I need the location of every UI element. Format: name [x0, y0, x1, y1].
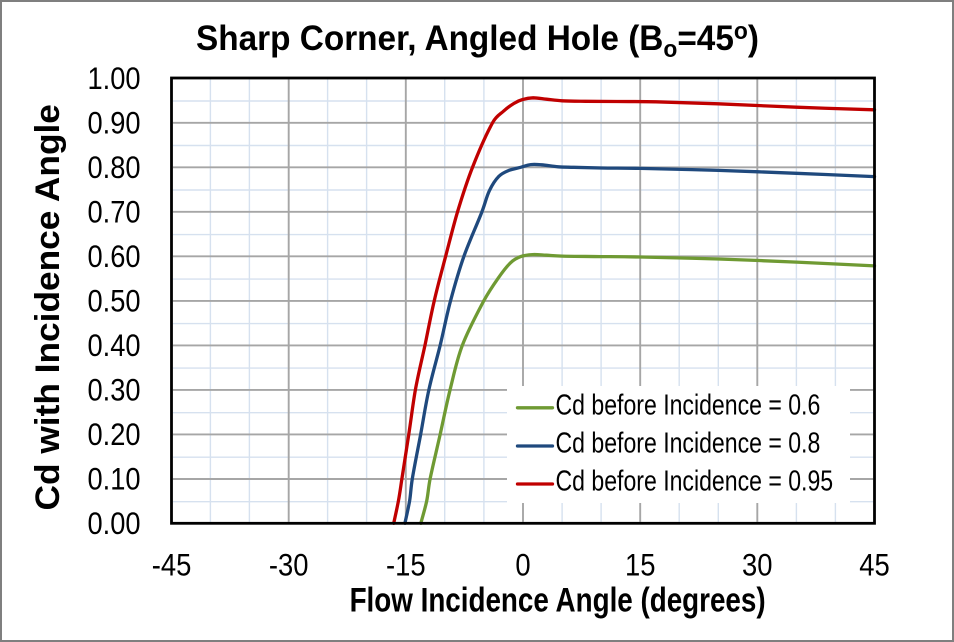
svg-text:Cd before Incidence = 0.8: Cd before Incidence = 0.8 — [556, 426, 821, 459]
svg-text:0.90: 0.90 — [87, 105, 140, 140]
svg-text:-30: -30 — [269, 548, 309, 583]
svg-text:0.10: 0.10 — [87, 462, 140, 497]
svg-text:Flow Incidence Angle (degrees): Flow Incidence Angle (degrees) — [350, 581, 766, 619]
svg-text:-15: -15 — [386, 548, 426, 583]
svg-text:15: 15 — [625, 548, 655, 583]
svg-text:0.30: 0.30 — [87, 373, 140, 408]
svg-text:Cd before Incidence = 0.95: Cd before Incidence = 0.95 — [556, 464, 834, 497]
svg-text:0.00: 0.00 — [87, 506, 140, 541]
svg-text:0.70: 0.70 — [87, 194, 140, 229]
svg-text:0.40: 0.40 — [87, 328, 140, 363]
svg-text:Cd with Incidence Angle: Cd with Incidence Angle — [30, 104, 67, 510]
svg-text:0.20: 0.20 — [87, 417, 140, 452]
svg-text:0.50: 0.50 — [87, 284, 140, 319]
svg-text:-45: -45 — [152, 548, 192, 583]
svg-text:Cd before Incidence = 0.6: Cd before Incidence = 0.6 — [556, 388, 821, 421]
svg-text:1.00: 1.00 — [87, 61, 140, 96]
svg-text:0.60: 0.60 — [87, 239, 140, 274]
svg-text:0.80: 0.80 — [87, 150, 140, 185]
svg-text:30: 30 — [742, 548, 772, 583]
svg-text:0: 0 — [515, 548, 530, 583]
svg-text:45: 45 — [859, 548, 889, 583]
